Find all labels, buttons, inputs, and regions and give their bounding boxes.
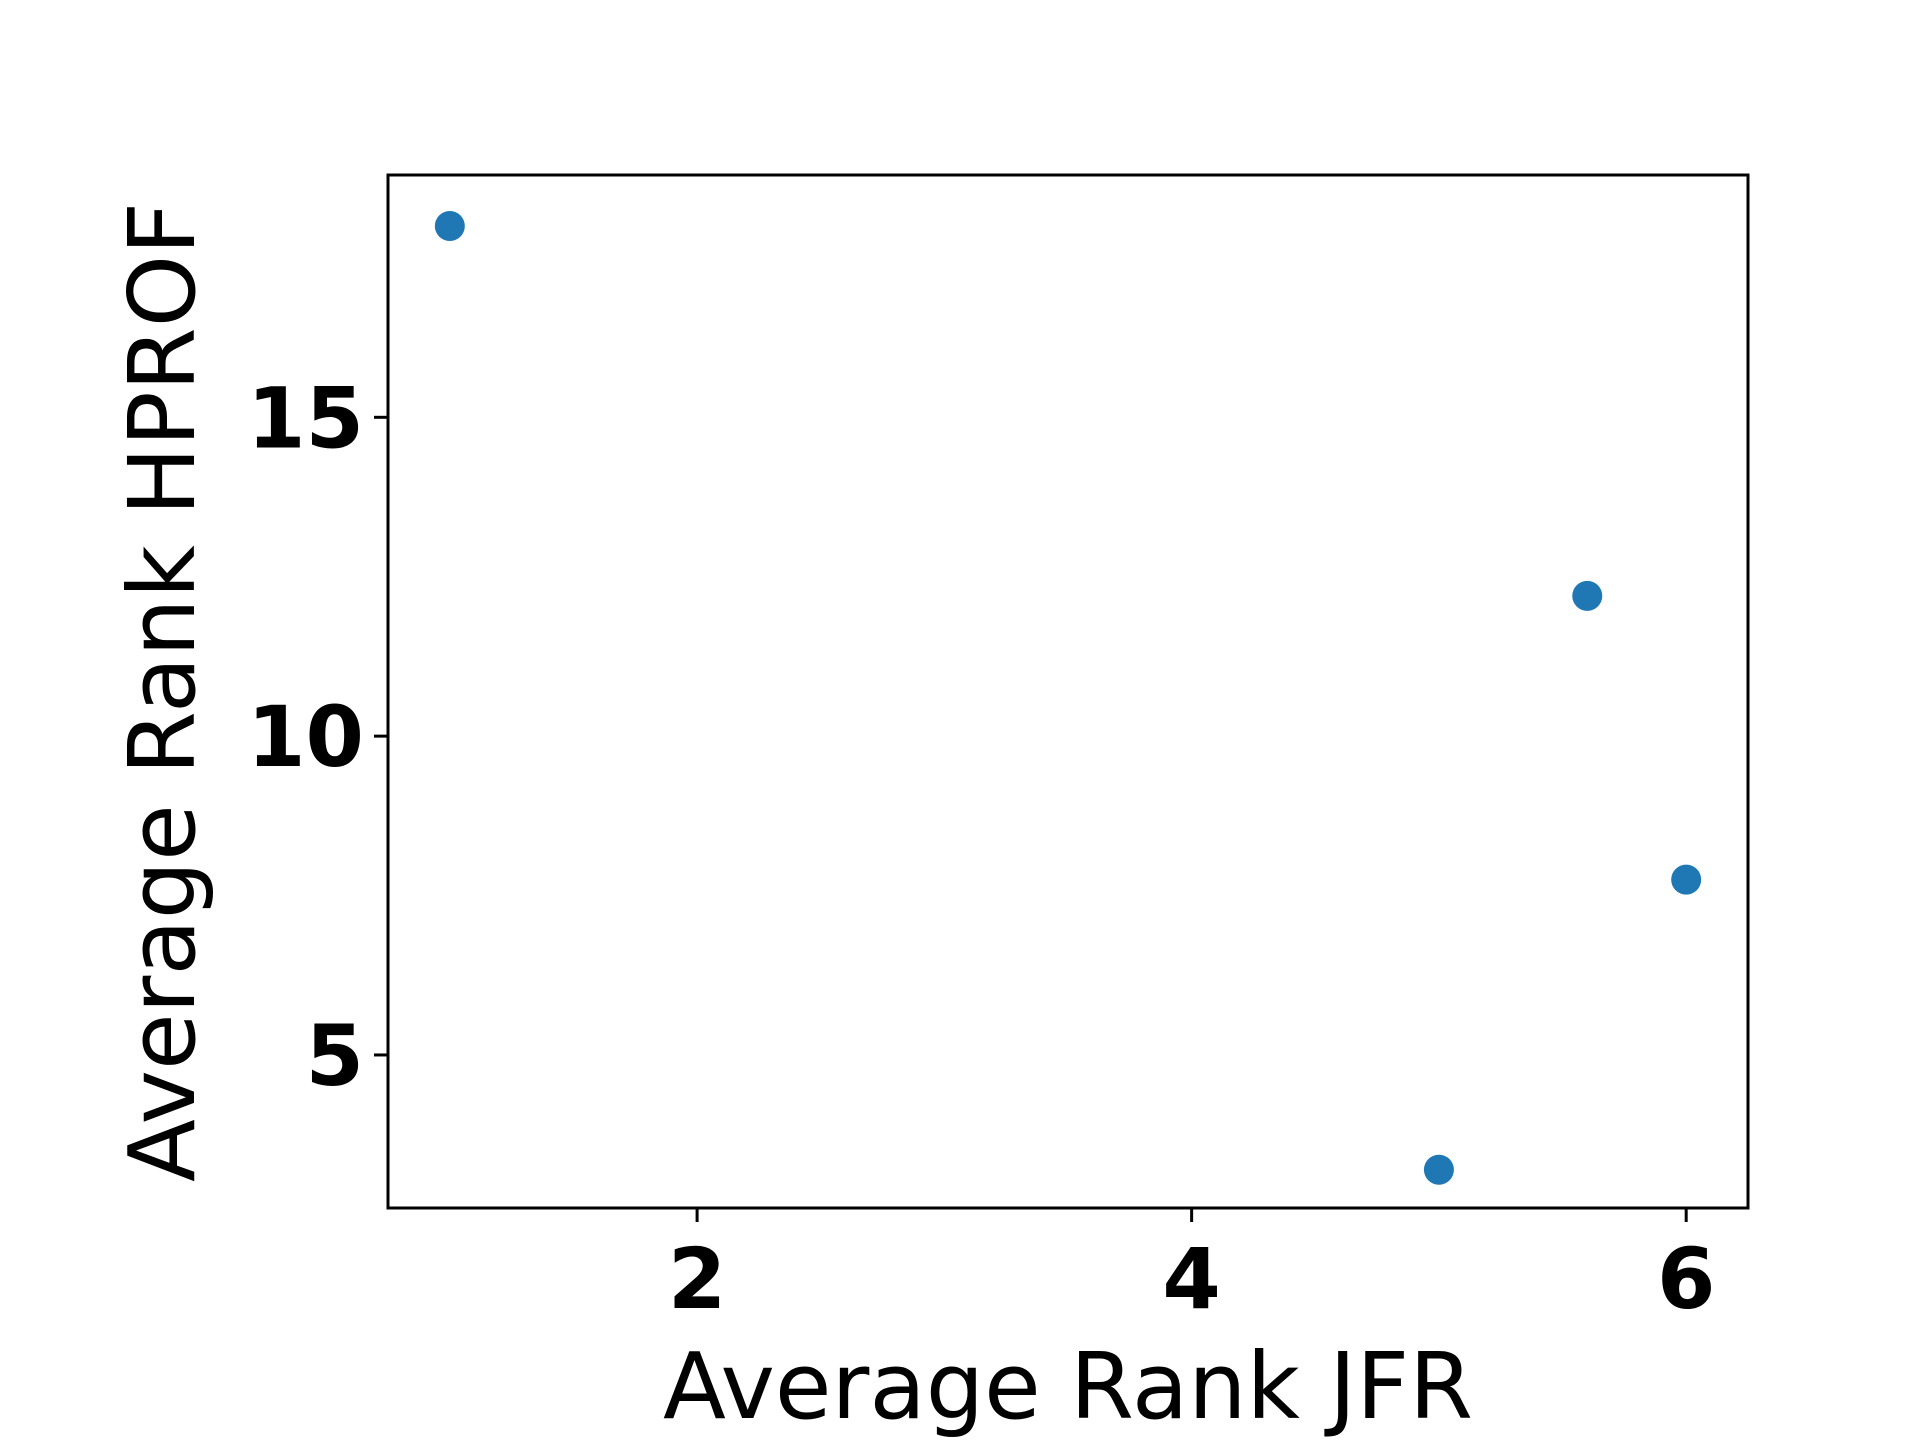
x-tick-label: 4 [1162,1230,1220,1328]
scatter-points [434,211,1702,1185]
x-tick-label: 6 [1657,1230,1715,1328]
y-axis-ticks: 5 10 15 [247,369,388,1105]
x-axis-label: Average Rank JFR [663,1333,1473,1440]
y-tick-label: 10 [247,688,364,786]
scatter-point [1423,1154,1454,1185]
x-axis-ticks: 2 4 6 [668,1208,1715,1328]
y-axis-label: Average Rank HPROF [109,202,216,1182]
plot-frame [386,173,1750,1210]
y-tick-label: 5 [306,1007,364,1105]
scatter-point [434,211,465,242]
scatter-point [1671,864,1702,895]
scatter-point [1572,580,1603,611]
x-tick-label: 2 [668,1230,726,1328]
y-tick-label: 15 [247,369,364,467]
